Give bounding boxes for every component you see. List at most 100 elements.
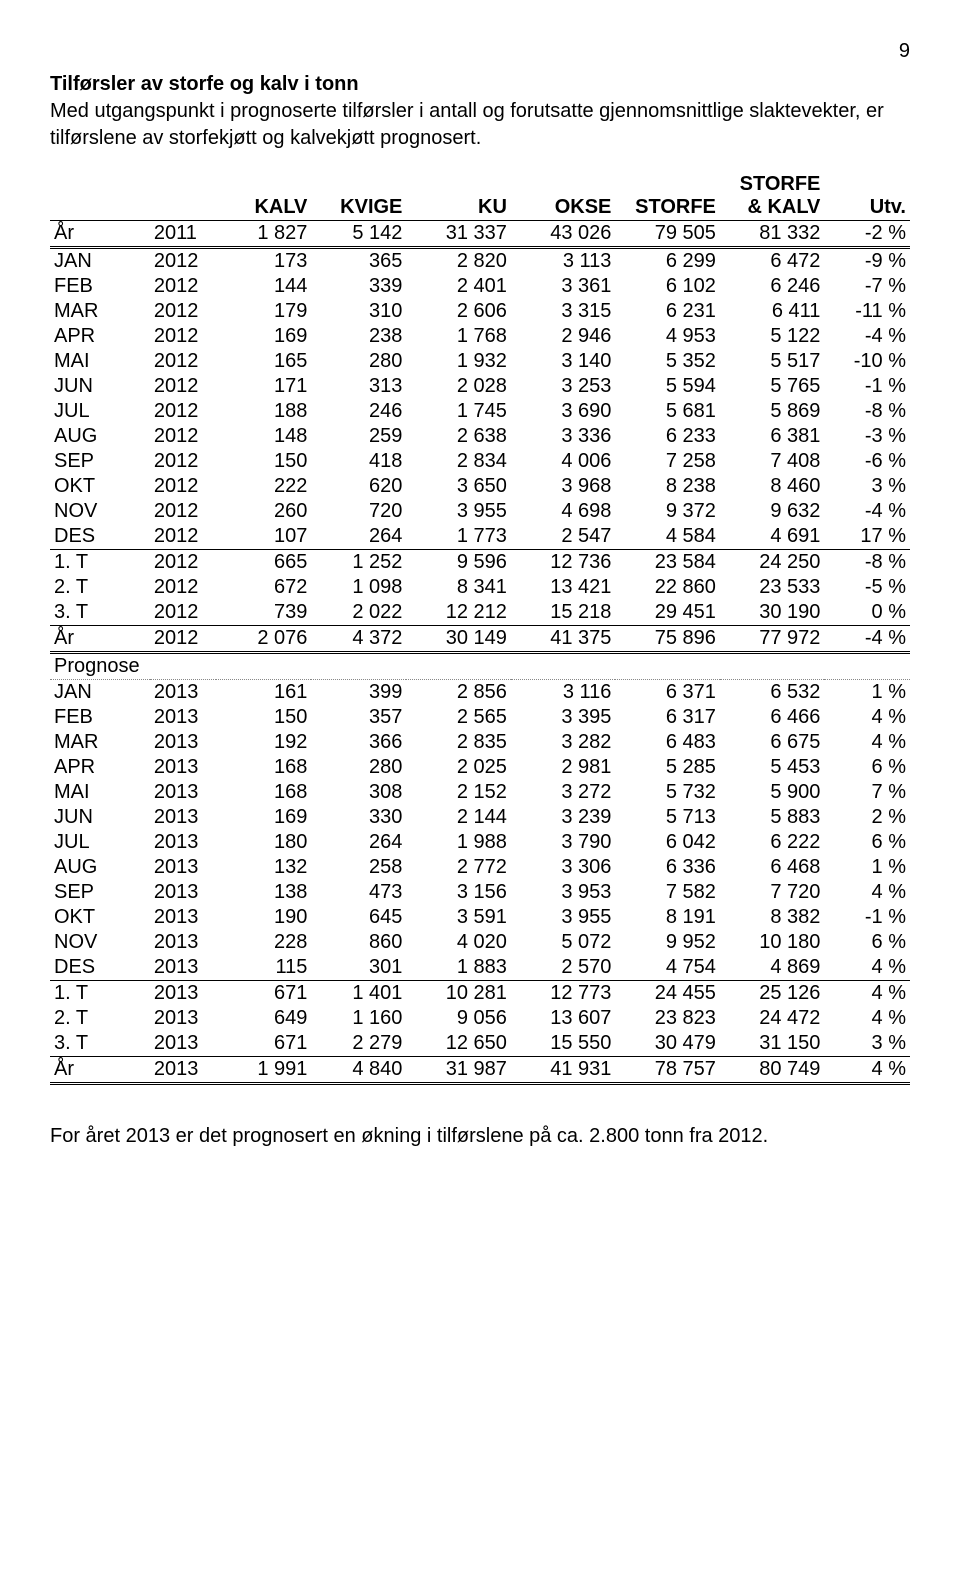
table-cell: 720	[311, 499, 406, 524]
table-row: MAR20121793102 6063 3156 2316 411-11 %	[50, 299, 910, 324]
table-row: 3. T20127392 02212 21215 21829 45130 190…	[50, 600, 910, 626]
table-cell: 6 102	[615, 274, 720, 299]
table-cell: 8 238	[615, 474, 720, 499]
table-cell: 645	[311, 905, 406, 930]
table-row: JUL20121882461 7453 6905 6815 869-8 %	[50, 399, 910, 424]
table-cell: 169	[216, 805, 311, 830]
table-cell: 3 955	[511, 905, 616, 930]
table-cell: 5 352	[615, 349, 720, 374]
table-cell: 12 736	[511, 550, 616, 576]
table-cell: 3 395	[511, 705, 616, 730]
table-cell: 7 258	[615, 449, 720, 474]
table-cell: 671	[216, 1031, 311, 1057]
table-cell: 4 006	[511, 449, 616, 474]
table-cell: 4 %	[824, 955, 910, 981]
table-cell: 280	[311, 755, 406, 780]
table-cell: 3 955	[406, 499, 511, 524]
table-cell	[311, 653, 406, 680]
table-cell: 81 332	[720, 221, 825, 248]
table-cell	[406, 653, 511, 680]
table-cell: 2012	[150, 324, 216, 349]
table-cell: 4 869	[720, 955, 825, 981]
col-header: Utv.	[824, 172, 910, 221]
table-cell: 2013	[150, 981, 216, 1007]
table-cell: 308	[311, 780, 406, 805]
table-row: 1. T20136711 40110 28112 77324 45525 126…	[50, 981, 910, 1007]
table-cell: 7 582	[615, 880, 720, 905]
table-cell: 5 122	[720, 324, 825, 349]
table-cell: 4 %	[824, 1006, 910, 1031]
table-cell: 1 988	[406, 830, 511, 855]
table-cell: 5 765	[720, 374, 825, 399]
table-cell: 23 533	[720, 575, 825, 600]
table-cell: 30 190	[720, 600, 825, 626]
table-cell: 2 820	[406, 248, 511, 275]
table-cell: 4 %	[824, 730, 910, 755]
table-cell: 165	[216, 349, 311, 374]
table-cell: 2 834	[406, 449, 511, 474]
table-cell: År	[50, 221, 150, 248]
table-cell	[615, 653, 720, 680]
table-cell: MAI	[50, 349, 150, 374]
table-cell: 1 883	[406, 955, 511, 981]
table-cell: 418	[311, 449, 406, 474]
table-cell: 5 072	[511, 930, 616, 955]
table-row: JAN20121733652 8203 1136 2996 472-9 %	[50, 248, 910, 275]
table-cell: År	[50, 626, 150, 653]
table-cell: 6 411	[720, 299, 825, 324]
table-cell: JUN	[50, 374, 150, 399]
table-cell: 2 076	[216, 626, 311, 653]
table-cell: 3 113	[511, 248, 616, 275]
table-cell: 168	[216, 755, 311, 780]
table-cell: MAR	[50, 299, 150, 324]
table-cell: 649	[216, 1006, 311, 1031]
table-cell: 6 466	[720, 705, 825, 730]
table-cell: -8 %	[824, 550, 910, 576]
table-cell: 4 691	[720, 524, 825, 550]
table-cell: 5 900	[720, 780, 825, 805]
table-cell: DES	[50, 524, 150, 550]
col-header: KVIGE	[311, 172, 406, 221]
table-cell: 6 371	[615, 680, 720, 706]
table-cell: 4 698	[511, 499, 616, 524]
table-cell: 1. T	[50, 550, 150, 576]
table-cell: 3 %	[824, 474, 910, 499]
table-cell: 168	[216, 780, 311, 805]
table-cell: 4 953	[615, 324, 720, 349]
table-cell: 144	[216, 274, 311, 299]
table-cell: 5 517	[720, 349, 825, 374]
table-cell: 3. T	[50, 600, 150, 626]
col-header: KU	[406, 172, 511, 221]
table-body: År20111 8275 14231 33743 02679 50581 332…	[50, 221, 910, 1084]
col-header	[150, 172, 216, 221]
table-cell: 10 180	[720, 930, 825, 955]
table-cell: 2013	[150, 905, 216, 930]
table-cell: 301	[311, 955, 406, 981]
table-cell: 330	[311, 805, 406, 830]
table-cell: NOV	[50, 930, 150, 955]
table-cell: 107	[216, 524, 311, 550]
table-cell: 2012	[150, 424, 216, 449]
table-cell	[720, 653, 825, 680]
table-cell: 3 650	[406, 474, 511, 499]
table-cell: 3 282	[511, 730, 616, 755]
table-cell: 264	[311, 830, 406, 855]
table-cell: 2 022	[311, 600, 406, 626]
table-cell: 5 732	[615, 780, 720, 805]
table-cell: -11 %	[824, 299, 910, 324]
table-cell: 30 479	[615, 1031, 720, 1057]
table-cell: 6 336	[615, 855, 720, 880]
table-cell: 3 315	[511, 299, 616, 324]
table-cell: 6 381	[720, 424, 825, 449]
table-row: År20131 9914 84031 98741 93178 75780 749…	[50, 1057, 910, 1084]
table-row: DES20121072641 7732 5474 5844 69117 %	[50, 524, 910, 550]
table-cell: 9 372	[615, 499, 720, 524]
table-row: DES20131153011 8832 5704 7544 8694 %	[50, 955, 910, 981]
table-cell: 0 %	[824, 600, 910, 626]
table-cell: 8 382	[720, 905, 825, 930]
table-cell: 13 607	[511, 1006, 616, 1031]
table-cell: 1 932	[406, 349, 511, 374]
table-cell: 1 098	[311, 575, 406, 600]
table-cell: 7 %	[824, 780, 910, 805]
table-cell: 2. T	[50, 1006, 150, 1031]
